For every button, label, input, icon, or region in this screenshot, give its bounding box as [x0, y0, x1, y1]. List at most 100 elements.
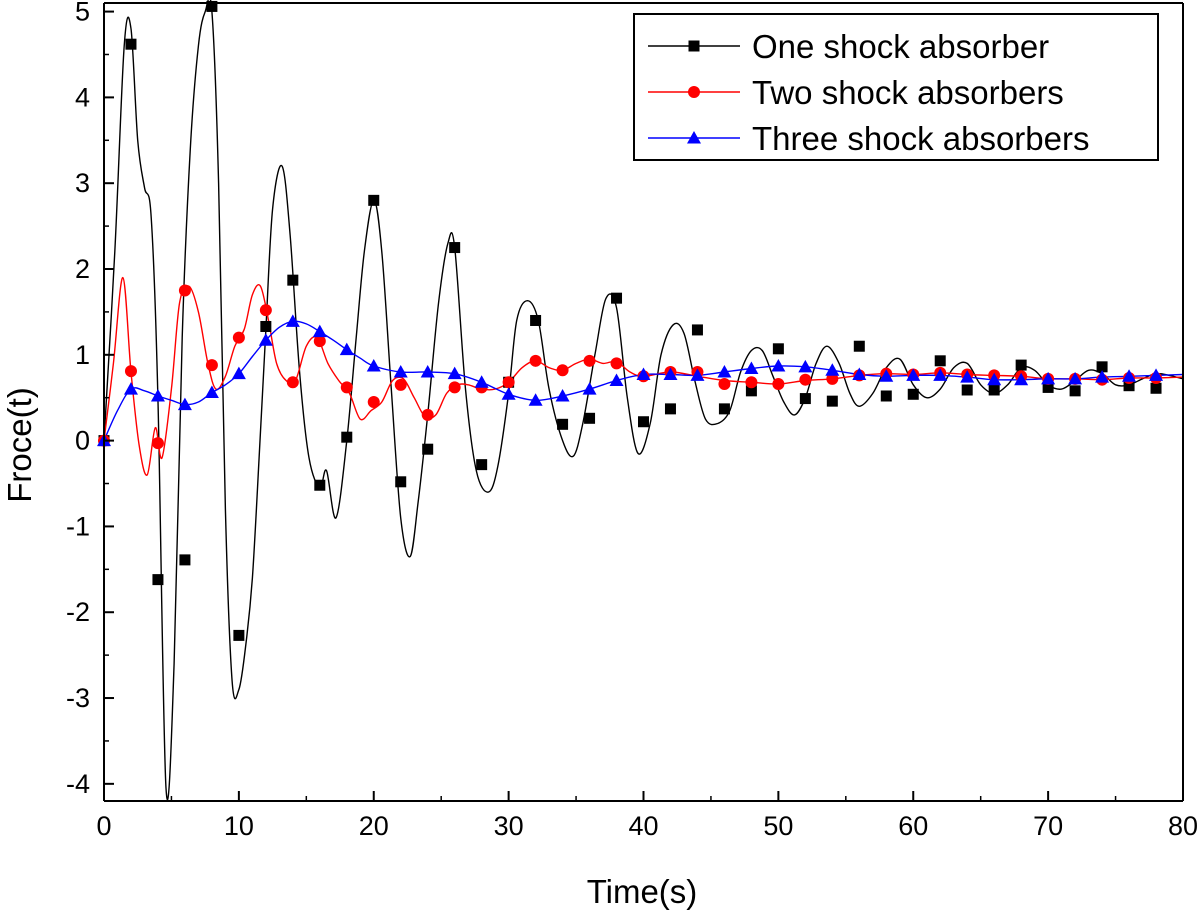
y-tick-label-3: 3 [75, 168, 90, 198]
legend-label-2: Two shock absorbers [752, 74, 1064, 111]
x-tick-label-80: 80 [1168, 811, 1198, 841]
data-point-s1-34 [1015, 359, 1027, 371]
legend-label-1: One shock absorber [752, 28, 1049, 65]
data-point-s2-15 [502, 376, 515, 389]
data-point-s1-5 [233, 629, 245, 641]
data-point-s3-25 [771, 358, 786, 372]
data-point-s2-2 [151, 437, 164, 450]
data-point-s1-35 [1042, 381, 1054, 393]
data-point-s1-27 [826, 395, 838, 407]
y-tick-label-2: 2 [75, 254, 90, 284]
data-point-s3-18 [582, 382, 597, 395]
data-point-s3-33 [987, 372, 1002, 386]
data-point-s3-17 [555, 388, 570, 402]
legend-label-3: Three shock absorbers [752, 120, 1090, 157]
data-point-s1-10 [368, 194, 380, 206]
x-tick-label-60: 60 [898, 811, 928, 841]
data-point-s3-13 [447, 366, 462, 380]
data-point-s3-10 [366, 358, 381, 372]
data-point-s3-5 [231, 366, 246, 380]
data-point-s1-7 [287, 274, 299, 286]
y-tick-label-1: 1 [75, 340, 90, 370]
legend-box [633, 13, 1159, 161]
legend-marker-1 [688, 40, 700, 52]
data-point-s3-15 [501, 387, 516, 400]
x-axis-title: Time(s) [587, 873, 698, 910]
data-point-s3-24 [744, 361, 759, 375]
data-point-s2-9 [340, 381, 353, 394]
data-point-s3-12 [420, 364, 435, 378]
data-point-s1-6 [260, 320, 272, 332]
y-tick-label--2: -2 [66, 597, 90, 627]
data-point-s3-3 [177, 397, 192, 411]
data-point-s1-33 [988, 384, 1000, 396]
data-point-s3-7 [285, 314, 300, 327]
data-point-s3-21 [663, 367, 678, 381]
data-point-s3-22 [690, 368, 705, 381]
data-point-s1-19 [611, 292, 623, 304]
data-point-s2-7 [286, 376, 299, 389]
data-point-s2-11 [394, 378, 407, 391]
data-point-s3-1 [123, 382, 138, 395]
data-point-s1-36 [1069, 385, 1081, 397]
data-point-s1-30 [907, 388, 919, 400]
data-point-s1-9 [341, 431, 353, 443]
data-point-s1-3 [179, 554, 191, 566]
data-point-s3-20 [636, 367, 651, 381]
data-point-s1-39 [1150, 382, 1162, 394]
data-point-s3-6 [258, 333, 273, 346]
data-point-s3-29 [879, 369, 894, 382]
data-point-s3-38 [1122, 369, 1137, 382]
data-point-s1-8 [314, 479, 326, 491]
data-point-s2-12 [421, 408, 434, 421]
data-point-s3-30 [906, 368, 921, 381]
y-tick-label-4: 4 [75, 82, 90, 112]
data-point-s3-2 [150, 388, 165, 402]
data-point-s2-19 [610, 357, 623, 370]
axes: 0 10 20 30 40 50 60 70 80 -4 -3 -2 -1 0 1 2 3 4 5 [66, 0, 1198, 841]
data-point-s1-12 [422, 443, 434, 455]
x-tick-label-10: 10 [224, 811, 254, 841]
data-point-s1-31 [934, 355, 946, 367]
x-tick-label-40: 40 [628, 811, 658, 841]
data-point-s2-18 [583, 354, 596, 367]
x-tick-label-30: 30 [494, 811, 524, 841]
data-point-s1-21 [664, 403, 676, 415]
data-point-s1-25 [772, 343, 784, 355]
x-tick-label-0: 0 [96, 811, 111, 841]
data-point-s1-1 [125, 38, 137, 50]
data-point-s2-13 [448, 381, 461, 394]
data-point-s3-31 [933, 368, 948, 381]
data-point-s3-27 [825, 363, 840, 376]
data-point-s1-32 [961, 384, 973, 396]
data-point-s1-37 [1096, 361, 1108, 373]
data-point-s1-17 [557, 418, 569, 430]
x-tick-label-20: 20 [359, 811, 389, 841]
data-point-s2-5 [232, 331, 245, 344]
data-point-s3-35 [1041, 371, 1056, 385]
x-tick-label-50: 50 [763, 811, 793, 841]
data-point-s2-17 [556, 364, 569, 377]
y-tick-label-5: 5 [75, 0, 90, 27]
data-point-s2-1 [124, 365, 137, 378]
data-point-s3-26 [798, 359, 813, 373]
data-point-s1-28 [853, 340, 865, 352]
legend-marker-2 [688, 86, 700, 98]
data-point-s2-23 [718, 377, 731, 390]
data-point-s3-16 [528, 393, 543, 406]
data-point-s3-9 [339, 342, 354, 356]
data-point-s3-34 [1014, 372, 1029, 386]
data-point-s3-4 [204, 385, 219, 399]
data-point-s3-36 [1068, 371, 1083, 385]
data-point-s1-26 [799, 393, 811, 405]
data-point-s3-32 [960, 370, 975, 383]
data-point-s2-3 [178, 284, 191, 297]
y-tick-label-0: 0 [75, 426, 90, 456]
data-point-s2-8 [313, 335, 326, 348]
legend: One shock absorber Two shock absorbers Thr… [633, 13, 1159, 161]
y-tick-label--4: -4 [66, 769, 90, 799]
data-point-s1-4 [206, 0, 218, 12]
data-point-s2-4 [205, 359, 218, 372]
